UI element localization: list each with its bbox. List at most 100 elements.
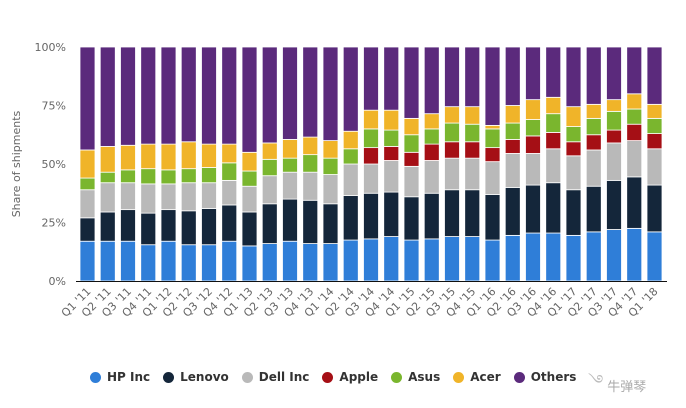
bar-segment-apple[interactable] [585, 134, 602, 151]
bar-segment-acer[interactable] [484, 124, 501, 130]
bar-segment-asus[interactable] [201, 167, 217, 184]
bar-segment-lenovo[interactable] [221, 204, 238, 242]
bar-segment-hp-inc[interactable] [585, 231, 602, 282]
bar-segment-others[interactable] [363, 46, 379, 111]
bar-segment-dell-inc[interactable] [504, 153, 521, 188]
bar-segment-hp-inc[interactable] [525, 232, 541, 282]
bar-segment-others[interactable] [79, 46, 96, 151]
legend-item-asus[interactable]: Asus [391, 370, 440, 384]
bar-segment-hp-inc[interactable] [79, 240, 96, 282]
bar-segment-lenovo[interactable] [423, 192, 440, 240]
bar-segment-dell-inc[interactable] [363, 163, 379, 194]
bar-segment-hp-inc[interactable] [383, 236, 400, 282]
bar-segment-asus[interactable] [504, 122, 521, 140]
bar-segment-acer[interactable] [383, 109, 400, 131]
bar-segment-asus[interactable] [464, 123, 481, 143]
bar-segment-acer[interactable] [261, 142, 278, 160]
bar-segment-lenovo[interactable] [363, 192, 379, 240]
bar-segment-asus[interactable] [221, 162, 238, 181]
bar-segment-acer[interactable] [626, 93, 643, 110]
bar-segment-dell-inc[interactable] [140, 183, 157, 214]
bar-segment-acer[interactable] [221, 143, 238, 164]
bar-segment-acer[interactable] [79, 149, 96, 179]
bar-segment-dell-inc[interactable] [423, 160, 440, 194]
bar-segment-lenovo[interactable] [606, 179, 622, 230]
bar-segment-acer[interactable] [504, 105, 521, 124]
bar-segment-lenovo[interactable] [403, 196, 420, 241]
bar-segment-others[interactable] [585, 46, 602, 105]
bar-segment-dell-inc[interactable] [383, 160, 400, 193]
bar-segment-dell-inc[interactable] [646, 148, 663, 186]
bar-segment-lenovo[interactable] [464, 189, 481, 237]
bar-segment-asus[interactable] [79, 177, 96, 191]
bar-segment-lenovo[interactable] [585, 185, 602, 233]
bar-segment-asus[interactable] [403, 134, 420, 153]
bar-segment-hp-inc[interactable] [241, 245, 258, 282]
bar-segment-others[interactable] [241, 46, 258, 153]
bar-segment-hp-inc[interactable] [302, 243, 319, 282]
bar-segment-others[interactable] [160, 46, 177, 145]
bar-segment-lenovo[interactable] [525, 184, 541, 234]
bar-segment-asus[interactable] [565, 126, 582, 143]
bar-segment-hp-inc[interactable] [221, 240, 238, 282]
bar-segment-asus[interactable] [585, 117, 602, 136]
bar-segment-acer[interactable] [403, 117, 420, 136]
bar-segment-others[interactable] [120, 46, 136, 146]
bar-segment-asus[interactable] [140, 168, 157, 185]
bar-segment-lenovo[interactable] [383, 191, 400, 237]
bar-segment-dell-inc[interactable] [444, 157, 460, 191]
legend-item-acer[interactable]: Acer [453, 370, 501, 384]
bar-segment-hp-inc[interactable] [160, 240, 177, 282]
bar-segment-asus[interactable] [484, 128, 501, 149]
bar-segment-others[interactable] [221, 46, 238, 145]
bar-segment-lenovo[interactable] [444, 189, 460, 237]
bar-segment-asus[interactable] [282, 157, 298, 173]
bar-segment-asus[interactable] [261, 158, 278, 177]
bar-segment-lenovo[interactable] [545, 182, 562, 234]
bar-segment-apple[interactable] [525, 135, 541, 154]
bar-segment-others[interactable] [423, 46, 440, 115]
bar-segment-apple[interactable] [646, 133, 663, 150]
bar-segment-acer[interactable] [444, 106, 460, 124]
bar-segment-others[interactable] [484, 46, 501, 126]
bar-segment-lenovo[interactable] [160, 209, 177, 242]
bar-segment-hp-inc[interactable] [606, 229, 622, 282]
legend-item-others[interactable]: Others [513, 370, 576, 384]
bar-segment-acer[interactable] [363, 109, 379, 130]
bar-segment-others[interactable] [464, 46, 481, 108]
bar-segment-asus[interactable] [120, 169, 136, 184]
bar-segment-acer[interactable] [302, 136, 319, 156]
bar-segment-asus[interactable] [160, 169, 177, 185]
bar-segment-asus[interactable] [180, 168, 197, 184]
bar-segment-acer[interactable] [99, 146, 116, 173]
bar-segment-asus[interactable] [322, 157, 339, 175]
bar-segment-hp-inc[interactable] [423, 238, 440, 282]
bar-segment-lenovo[interactable] [99, 211, 116, 242]
bar-segment-acer[interactable] [525, 99, 541, 120]
bar-segment-acer[interactable] [160, 143, 177, 171]
bar-segment-others[interactable] [322, 46, 339, 141]
bar-segment-asus[interactable] [626, 108, 643, 125]
bar-segment-hp-inc[interactable] [504, 234, 521, 282]
bar-segment-asus[interactable] [444, 122, 460, 143]
bar-segment-dell-inc[interactable] [606, 142, 622, 181]
bar-segment-acer[interactable] [565, 106, 582, 127]
bar-segment-dell-inc[interactable] [180, 182, 197, 212]
bar-segment-acer[interactable] [140, 143, 157, 170]
legend-item-hp-inc[interactable]: HP Inc [90, 370, 150, 384]
bar-segment-dell-inc[interactable] [221, 179, 238, 206]
bar-segment-asus[interactable] [99, 171, 116, 184]
bar-segment-lenovo[interactable] [261, 203, 278, 244]
bar-segment-hp-inc[interactable] [403, 239, 420, 282]
bar-segment-others[interactable] [201, 46, 217, 145]
bar-segment-dell-inc[interactable] [484, 161, 501, 195]
legend-item-lenovo[interactable]: Lenovo [163, 370, 229, 384]
legend-item-apple[interactable]: Apple [322, 370, 378, 384]
bar-segment-hp-inc[interactable] [342, 239, 359, 282]
bar-segment-asus[interactable] [423, 128, 440, 145]
bar-segment-apple[interactable] [626, 123, 643, 142]
bar-segment-acer[interactable] [241, 151, 258, 172]
bar-segment-lenovo[interactable] [201, 208, 217, 246]
bar-segment-hp-inc[interactable] [99, 240, 116, 282]
bar-segment-lenovo[interactable] [79, 217, 96, 242]
